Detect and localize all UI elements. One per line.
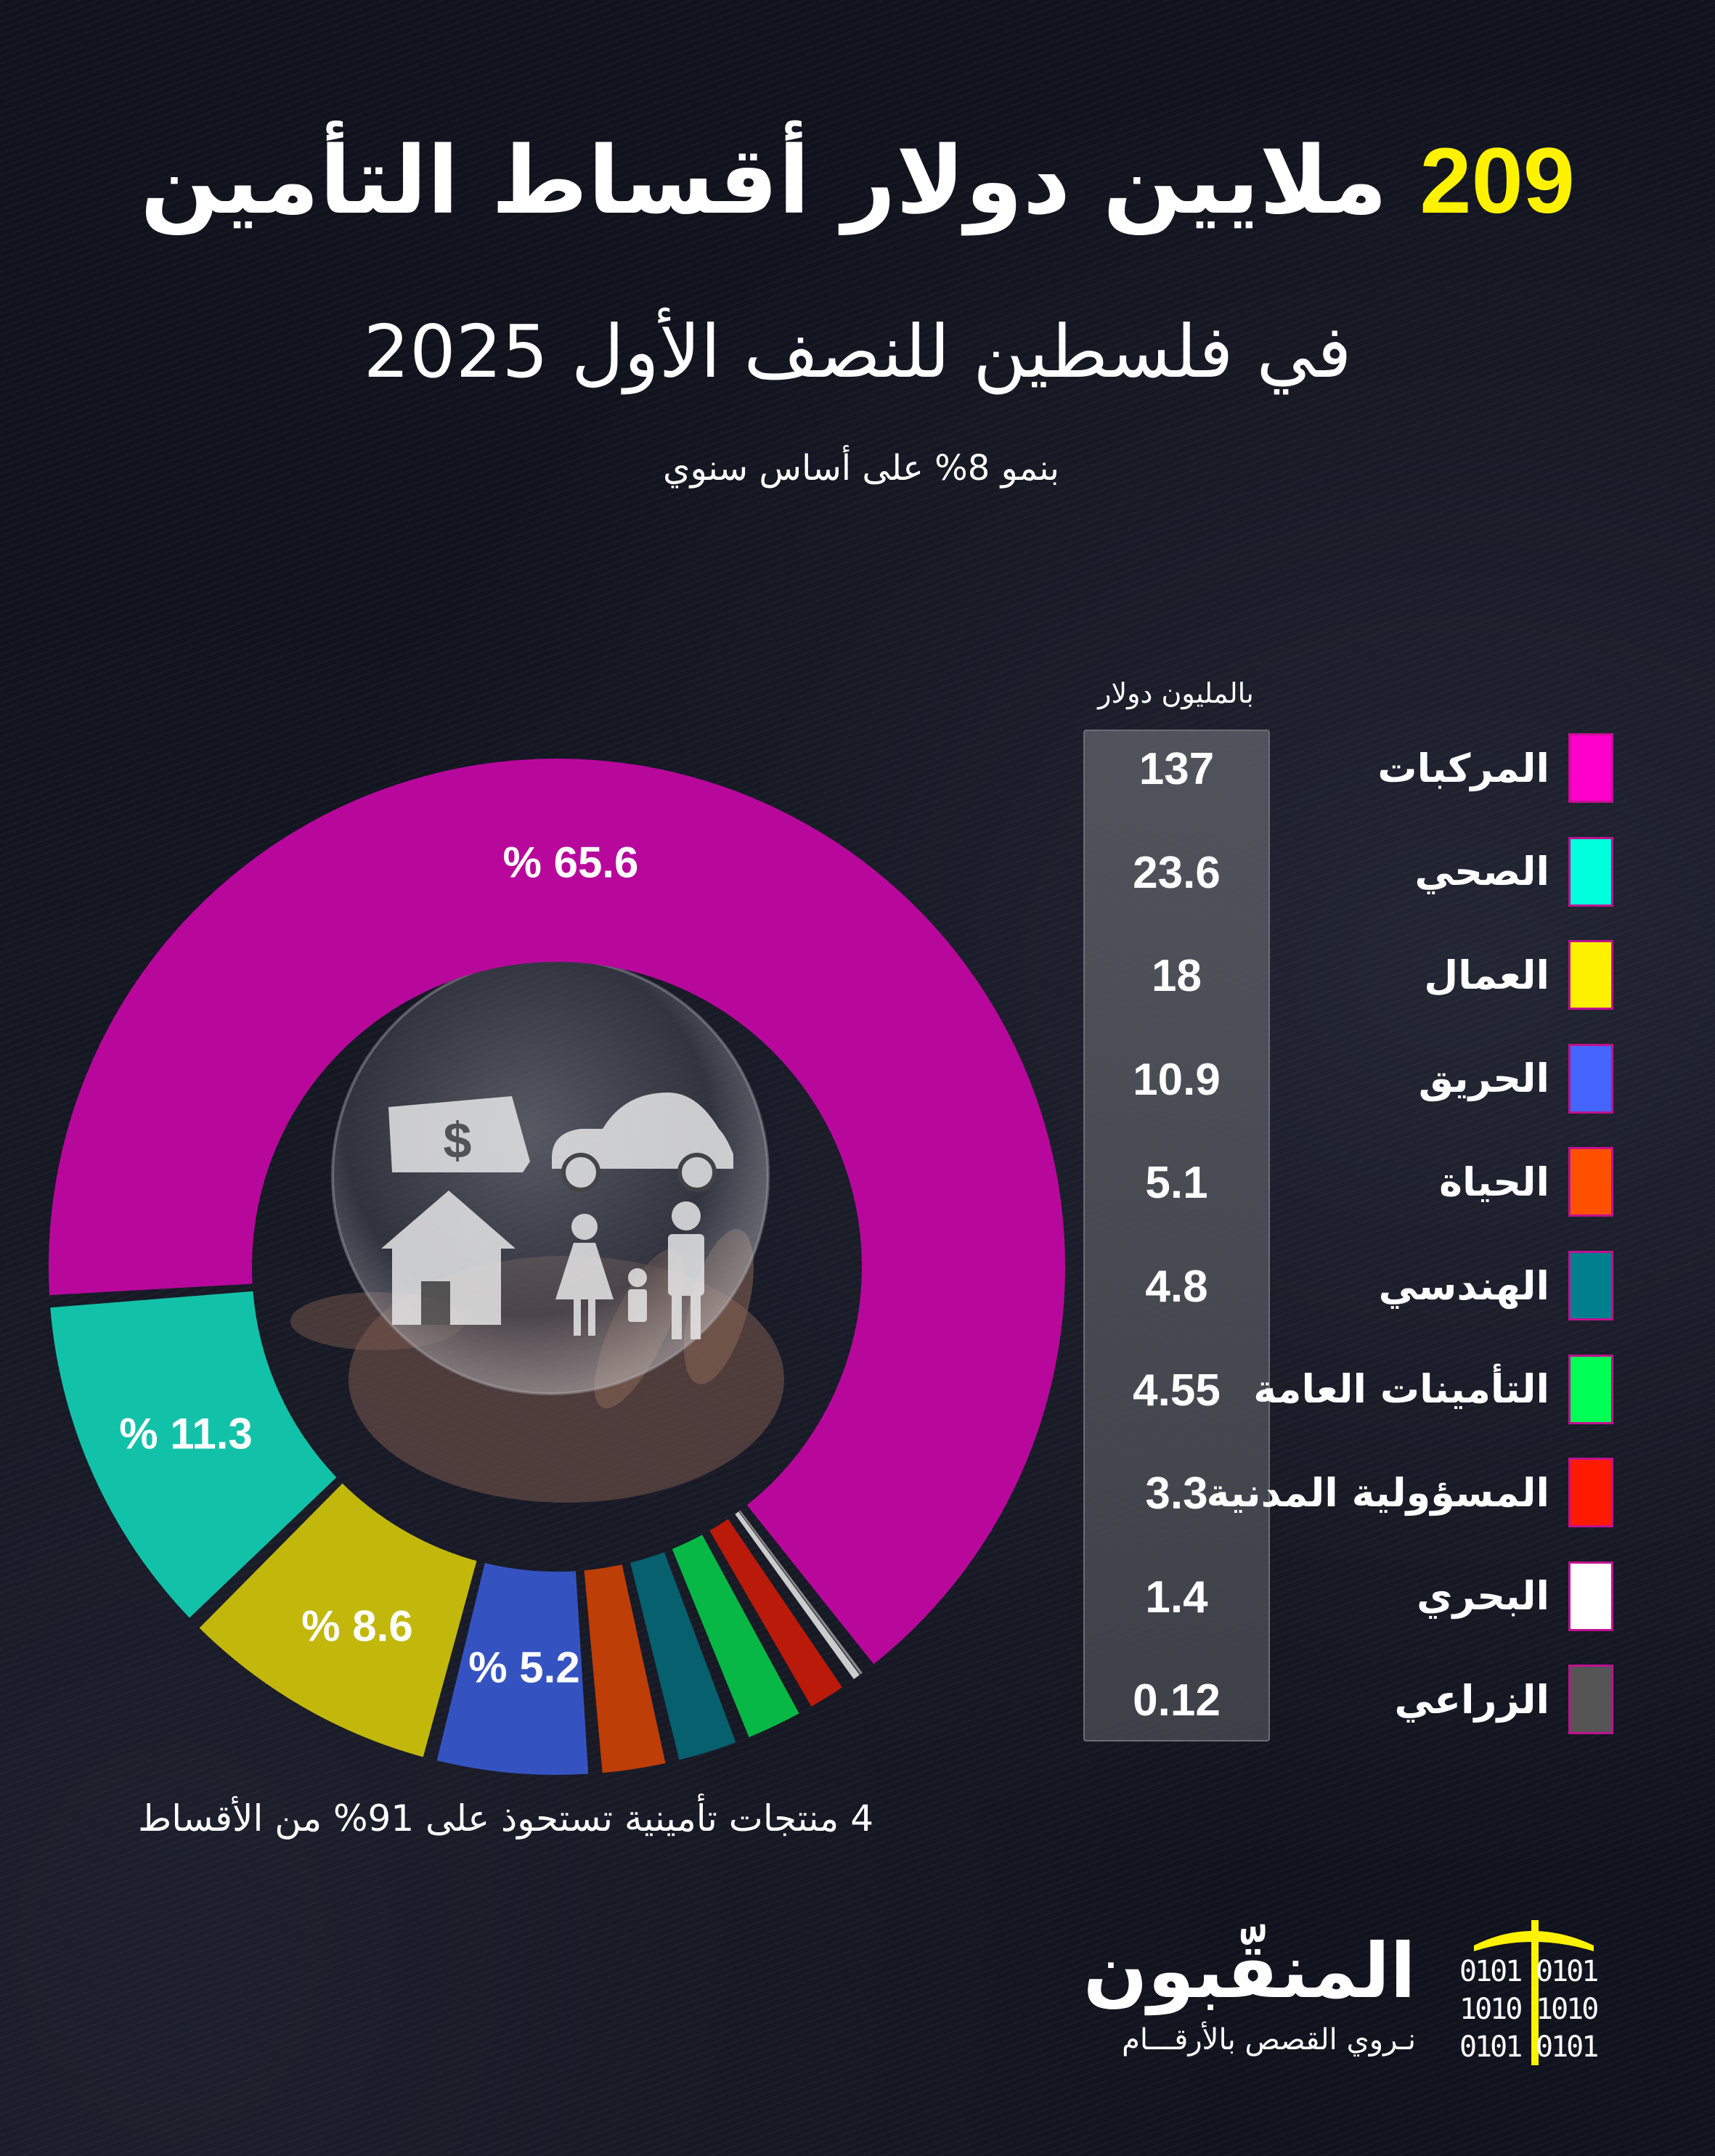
donut-slice-2	[199, 1483, 477, 1757]
family-icon	[555, 1201, 704, 1339]
value-cell: 23.6	[1133, 847, 1221, 898]
growth-note: بنمو 8% على أساس سنوي	[663, 448, 1059, 489]
donut-slice-5	[630, 1552, 736, 1760]
legend-swatch	[1568, 733, 1613, 803]
legend-item: المركبات	[1377, 732, 1613, 804]
svg-text:$: $	[444, 1112, 472, 1169]
legend-item: المسؤولية المدنية	[1207, 1456, 1613, 1529]
title-number: 209	[1419, 129, 1575, 233]
subtitle: في فلسطين للنصف الأول 2025	[363, 309, 1352, 394]
legend-label: الحريق	[1418, 1055, 1549, 1102]
legend-swatch	[1568, 1251, 1613, 1320]
legend-label: الهندسي	[1378, 1262, 1549, 1309]
legend-item: الصحي	[1414, 836, 1613, 908]
donut-slice-3	[436, 1563, 589, 1775]
dollar-bill-icon: $	[388, 1096, 530, 1172]
legend-item: الهندسي	[1379, 1249, 1613, 1322]
legend-swatch	[1568, 1561, 1613, 1631]
binary-right: 0101 1010 0101	[1536, 1953, 1599, 2066]
legend-label: الزراعي	[1394, 1676, 1550, 1723]
percent-label-vehicles: % 65.6	[502, 838, 639, 887]
page-title: 209 ملايين دولار أقساط التأمين	[0, 123, 1715, 240]
donut-slice-9	[738, 1510, 863, 1675]
legend-swatch	[1568, 1043, 1613, 1114]
legend-label: التأمينات العامة	[1253, 1366, 1549, 1413]
percent-label-fire: % 5.2	[468, 1643, 580, 1692]
binary-text: 0101	[1536, 2030, 1599, 2064]
donut-slice-6	[672, 1535, 799, 1738]
donut-slice-1	[50, 1291, 337, 1618]
pickaxe-icon	[1474, 1920, 1594, 2065]
donut-chart: $	[48, 758, 1065, 1775]
car-icon	[552, 1093, 733, 1192]
value-cell: 0.12	[1133, 1675, 1221, 1726]
value-cell: 18	[1152, 951, 1202, 1002]
value-cell: 10.9	[1133, 1054, 1221, 1105]
title-text: ملايين دولار أقساط التأمين	[140, 127, 1388, 235]
legend-label: المسؤولية المدنية	[1206, 1469, 1549, 1516]
value-cell: 137	[1138, 744, 1215, 794]
legend-swatch	[1568, 836, 1613, 907]
legend-item: الحياة	[1439, 1146, 1613, 1218]
value-cell: 4.55	[1133, 1365, 1221, 1416]
house-icon	[381, 1191, 516, 1325]
binary-text: 0101	[1459, 2030, 1523, 2064]
legend-item: الزراعي	[1394, 1663, 1613, 1736]
legend-label: المركبات	[1377, 745, 1549, 791]
legend-item: البحري	[1417, 1560, 1613, 1633]
logo-tagline: نـروي القصص بالأرقـــام	[1122, 2023, 1416, 2057]
logo-name: المنقّبون	[1083, 1927, 1416, 2015]
binary-text: 1010	[1536, 1993, 1599, 2026]
legend-item: التأمينات العامة	[1253, 1353, 1613, 1426]
unit-label: بالمليون دولار	[1098, 677, 1254, 709]
legend-swatch	[1568, 1458, 1613, 1528]
value-cell: 4.8	[1145, 1262, 1208, 1312]
donut-slice-4	[584, 1564, 666, 1773]
percent-label-health: % 11.3	[119, 1409, 253, 1458]
legend-swatch	[1568, 1147, 1613, 1217]
footnote: 4 منتجات تأمينية تستحوذ على 91% من الأقس…	[138, 1797, 874, 1839]
values-column: 137 23.6 18 10.9 5.1 4.8 4.55 3.3 1.4 0.12	[1083, 730, 1270, 1741]
binary-text: 1010	[1459, 1993, 1523, 2026]
logo: المنقّبون نـروي القصص بالأرقـــام 0101 1…	[1083, 1920, 1599, 2069]
donut-slice-0	[48, 758, 1065, 1665]
legend-label: البحري	[1417, 1573, 1549, 1620]
percent-label-workers: % 8.6	[301, 1601, 413, 1651]
binary-text: 0101	[1459, 1955, 1523, 1988]
value-cell: 1.4	[1145, 1572, 1208, 1622]
legend-swatch	[1568, 1665, 1613, 1735]
donut-slice-7	[709, 1519, 842, 1707]
legend-label: العمال	[1424, 952, 1549, 998]
donut-slices	[48, 758, 1065, 1775]
legend-label: الصحي	[1414, 849, 1549, 895]
binary-left: 0101 1010 0101	[1459, 1953, 1523, 2066]
legend-item: العمال	[1424, 939, 1613, 1011]
donut-slice-8	[735, 1511, 860, 1680]
binary-text: 0101	[1536, 1955, 1599, 1988]
legend-swatch	[1568, 940, 1613, 1010]
legend-label: الحياة	[1439, 1159, 1549, 1205]
value-cell: 3.3	[1145, 1469, 1208, 1519]
legend-item: الحريق	[1419, 1042, 1613, 1115]
value-cell: 5.1	[1145, 1158, 1208, 1209]
legend-swatch	[1568, 1354, 1613, 1424]
